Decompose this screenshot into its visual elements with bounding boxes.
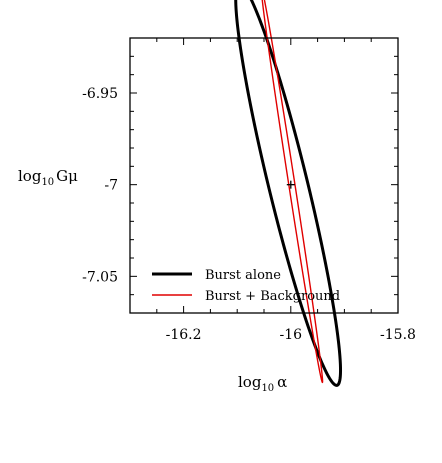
- y-tick-label: -7: [104, 178, 118, 194]
- x-axis-ticks: -16.2 -16 -15.8: [129, 38, 416, 343]
- legend-label: Burst + Background: [205, 289, 340, 304]
- x-tick-label: -16: [280, 327, 303, 343]
- x-axis-label: log10 α: [238, 373, 287, 394]
- y-tick-label: -6.95: [82, 86, 118, 102]
- contour-burst-background: [261, 0, 324, 384]
- x-tick-label: -15.8: [380, 327, 416, 343]
- y-axis-ticks: -6.95 -7 -7.05: [82, 37, 398, 314]
- y-axis-label: log10 Gμ: [18, 167, 78, 188]
- x-tick-label: -16.2: [166, 327, 202, 343]
- y-tick-label: -7.05: [82, 269, 118, 285]
- best-fit-marker-layer: [286, 180, 295, 189]
- legend: Burst alone Burst + Background: [152, 268, 340, 304]
- legend-label: Burst alone: [205, 268, 281, 283]
